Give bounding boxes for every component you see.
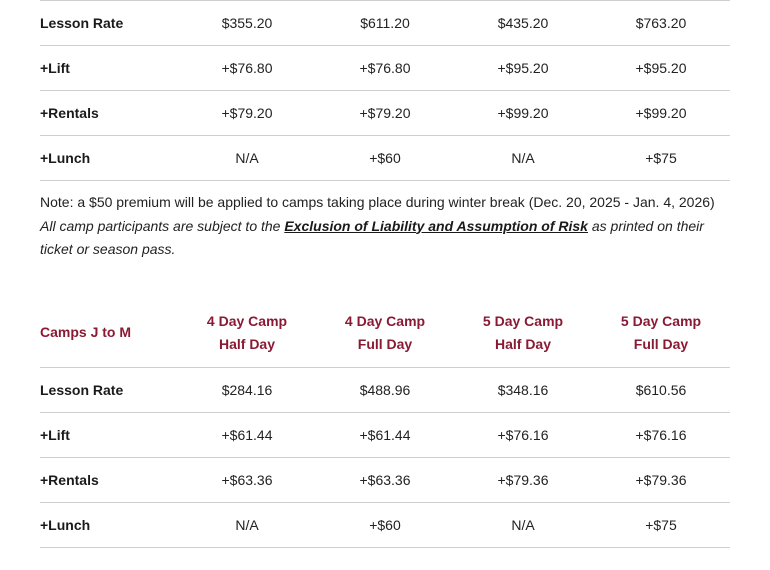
header-line: Half Day bbox=[494, 335, 552, 352]
winter-break-note: Note: a $50 premium will be applied to c… bbox=[40, 194, 715, 210]
price-cell: $284.16 bbox=[178, 367, 316, 413]
table-title: Camps J to M bbox=[40, 298, 178, 368]
row-label: +Lunch bbox=[40, 502, 178, 548]
price-cell: N/A bbox=[454, 135, 592, 181]
column-header: 4 Day Camp Full Day bbox=[316, 298, 454, 368]
price-cell: N/A bbox=[454, 502, 592, 548]
price-cell: N/A bbox=[178, 502, 316, 548]
price-cell: +$61.44 bbox=[178, 412, 316, 458]
camp-pricing-table-2: Camps J to M 4 Day Camp Half Day 4 Day Ca… bbox=[40, 298, 730, 548]
row-label: +Rentals bbox=[40, 457, 178, 503]
price-cell: $488.96 bbox=[316, 367, 454, 413]
camp-pricing-table-1: Lesson Rate $355.20 $611.20 $435.20 $763… bbox=[40, 0, 730, 181]
price-cell: $610.56 bbox=[592, 367, 730, 413]
price-cell: +$76.16 bbox=[454, 412, 592, 458]
table-header-row: Camps J to M 4 Day Camp Half Day 4 Day Ca… bbox=[40, 298, 730, 368]
row-label: +Rentals bbox=[40, 90, 178, 136]
table-row: +Lunch N/A +$60 N/A +$75 bbox=[40, 135, 730, 181]
price-cell: $611.20 bbox=[316, 0, 454, 46]
table-row: +Lift +$61.44 +$61.44 +$76.16 +$76.16 bbox=[40, 412, 730, 458]
liability-note-text: All camp participants are subject to the bbox=[40, 217, 285, 234]
price-cell: +$99.20 bbox=[454, 90, 592, 136]
header-line: Full Day bbox=[633, 335, 689, 352]
column-header: 5 Day Camp Half Day bbox=[454, 298, 592, 368]
table-row: +Lift +$76.80 +$76.80 +$95.20 +$95.20 bbox=[40, 45, 730, 91]
pricing-note: Note: a $50 premium will be applied to c… bbox=[40, 191, 730, 262]
header-line: 4 Day Camp bbox=[344, 312, 426, 329]
table-row: +Rentals +$79.20 +$79.20 +$99.20 +$99.20 bbox=[40, 90, 730, 136]
table-row: Lesson Rate $355.20 $611.20 $435.20 $763… bbox=[40, 0, 730, 46]
price-cell: +$79.36 bbox=[454, 457, 592, 503]
row-label: Lesson Rate bbox=[40, 0, 178, 46]
price-cell: +$79.20 bbox=[178, 90, 316, 136]
header-line: 5 Day Camp bbox=[620, 312, 702, 329]
price-cell: +$95.20 bbox=[454, 45, 592, 91]
price-cell: +$95.20 bbox=[592, 45, 730, 91]
price-cell: +$75 bbox=[592, 135, 730, 181]
header-line: Full Day bbox=[357, 335, 413, 352]
price-cell: +$76.80 bbox=[316, 45, 454, 91]
price-cell: +$60 bbox=[316, 502, 454, 548]
row-label: Lesson Rate bbox=[40, 367, 178, 413]
header-line: 5 Day Camp bbox=[482, 312, 564, 329]
column-header: 5 Day Camp Full Day bbox=[592, 298, 730, 368]
price-cell: +$63.36 bbox=[316, 457, 454, 503]
header-line: 4 Day Camp bbox=[206, 312, 288, 329]
price-cell: +$63.36 bbox=[178, 457, 316, 503]
price-cell: +$76.16 bbox=[592, 412, 730, 458]
price-cell: $355.20 bbox=[178, 0, 316, 46]
price-cell: $763.20 bbox=[592, 0, 730, 46]
table-row: Lesson Rate $284.16 $488.96 $348.16 $610… bbox=[40, 367, 730, 413]
column-header: 4 Day Camp Half Day bbox=[178, 298, 316, 368]
price-cell: $435.20 bbox=[454, 0, 592, 46]
price-cell: +$99.20 bbox=[592, 90, 730, 136]
liability-note: All camp participants are subject to the… bbox=[40, 215, 730, 262]
liability-note-text: as printed on their ticket or season pas… bbox=[40, 217, 704, 258]
price-cell: N/A bbox=[178, 135, 316, 181]
row-label: +Lift bbox=[40, 412, 178, 458]
pricing-content: Lesson Rate $355.20 $611.20 $435.20 $763… bbox=[40, 0, 730, 548]
liability-link[interactable]: Exclusion of Liability and Assumption of… bbox=[284, 217, 588, 234]
price-cell: +$79.20 bbox=[316, 90, 454, 136]
row-label: +Lift bbox=[40, 45, 178, 91]
table-row: +Rentals +$63.36 +$63.36 +$79.36 +$79.36 bbox=[40, 457, 730, 503]
price-cell: +$79.36 bbox=[592, 457, 730, 503]
price-cell: +$61.44 bbox=[316, 412, 454, 458]
price-cell: +$75 bbox=[592, 502, 730, 548]
price-cell: +$60 bbox=[316, 135, 454, 181]
header-line: Half Day bbox=[218, 335, 276, 352]
row-label: +Lunch bbox=[40, 135, 178, 181]
price-cell: +$76.80 bbox=[178, 45, 316, 91]
table-row: +Lunch N/A +$60 N/A +$75 bbox=[40, 502, 730, 548]
price-cell: $348.16 bbox=[454, 367, 592, 413]
